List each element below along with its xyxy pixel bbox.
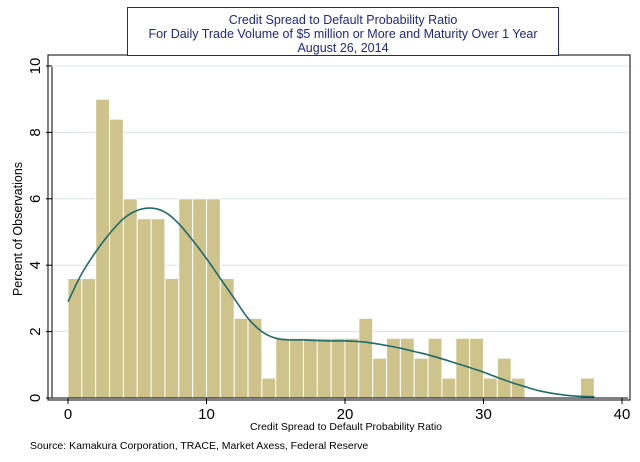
- histogram-bars: [67, 98, 595, 399]
- source-note: Source: Kamakura Corporation, TRACE, Mar…: [30, 440, 369, 452]
- y-tick-label: 10: [27, 58, 44, 75]
- histogram-bar: [109, 118, 124, 399]
- y-tick-label: 8: [27, 128, 44, 136]
- histogram-bar: [372, 357, 388, 399]
- histogram-bar: [483, 377, 498, 399]
- histogram-bar: [192, 198, 207, 399]
- histogram-bar: [122, 198, 138, 399]
- histogram-bar: [302, 337, 318, 399]
- x-tick-label: 30: [475, 406, 492, 423]
- histogram-bar: [136, 218, 152, 399]
- x-axis-label: Credit Spread to Default Probability Rat…: [249, 421, 442, 433]
- chart-title-box: Credit Spread to Default Probability Rat…: [127, 7, 559, 56]
- histogram-bar: [455, 337, 471, 399]
- histogram-bar: [233, 317, 249, 399]
- histogram-bar: [164, 277, 180, 399]
- kernel-density-line: [67, 207, 595, 398]
- histogram-bar: [579, 377, 595, 399]
- histogram-bar: [441, 377, 457, 399]
- histogram-bar: [399, 337, 415, 399]
- y-tick-label: 4: [27, 261, 44, 269]
- histogram-bar: [510, 377, 526, 399]
- y-axis-label: Percent of Observations: [11, 161, 25, 297]
- x-tick-label: 40: [614, 406, 631, 423]
- histogram-bar: [178, 198, 194, 399]
- histogram-bar: [150, 218, 166, 399]
- x-tick-label: 0: [64, 406, 72, 423]
- histogram-bar: [316, 337, 332, 399]
- histogram-bar: [413, 357, 429, 399]
- histogram-bar: [275, 337, 291, 399]
- histogram-bar: [427, 337, 443, 399]
- histogram-bar: [289, 337, 304, 399]
- chart-title: Credit Spread to Default Probability Rat…: [228, 13, 458, 27]
- histogram-bar: [261, 377, 277, 399]
- y-tick-label: 2: [27, 327, 44, 335]
- histogram-bar: [358, 317, 374, 399]
- axis-ticks: 0 2 4 6 8 10 0 10 20 30 40: [27, 58, 630, 423]
- histogram-bar: [330, 337, 346, 399]
- histogram-bar: [81, 277, 97, 399]
- chart-date: August 26, 2014: [297, 41, 389, 55]
- chart-subtitle: For Daily Trade Volume of $5 million or …: [148, 27, 538, 41]
- x-tick-label: 10: [198, 406, 215, 423]
- y-tick-label: 0: [27, 394, 44, 402]
- x-tick-label: 20: [337, 406, 354, 423]
- axes: [51, 67, 628, 399]
- histogram-bar: [344, 337, 360, 399]
- histogram-bar: [206, 198, 221, 399]
- y-tick-label: 6: [27, 195, 44, 203]
